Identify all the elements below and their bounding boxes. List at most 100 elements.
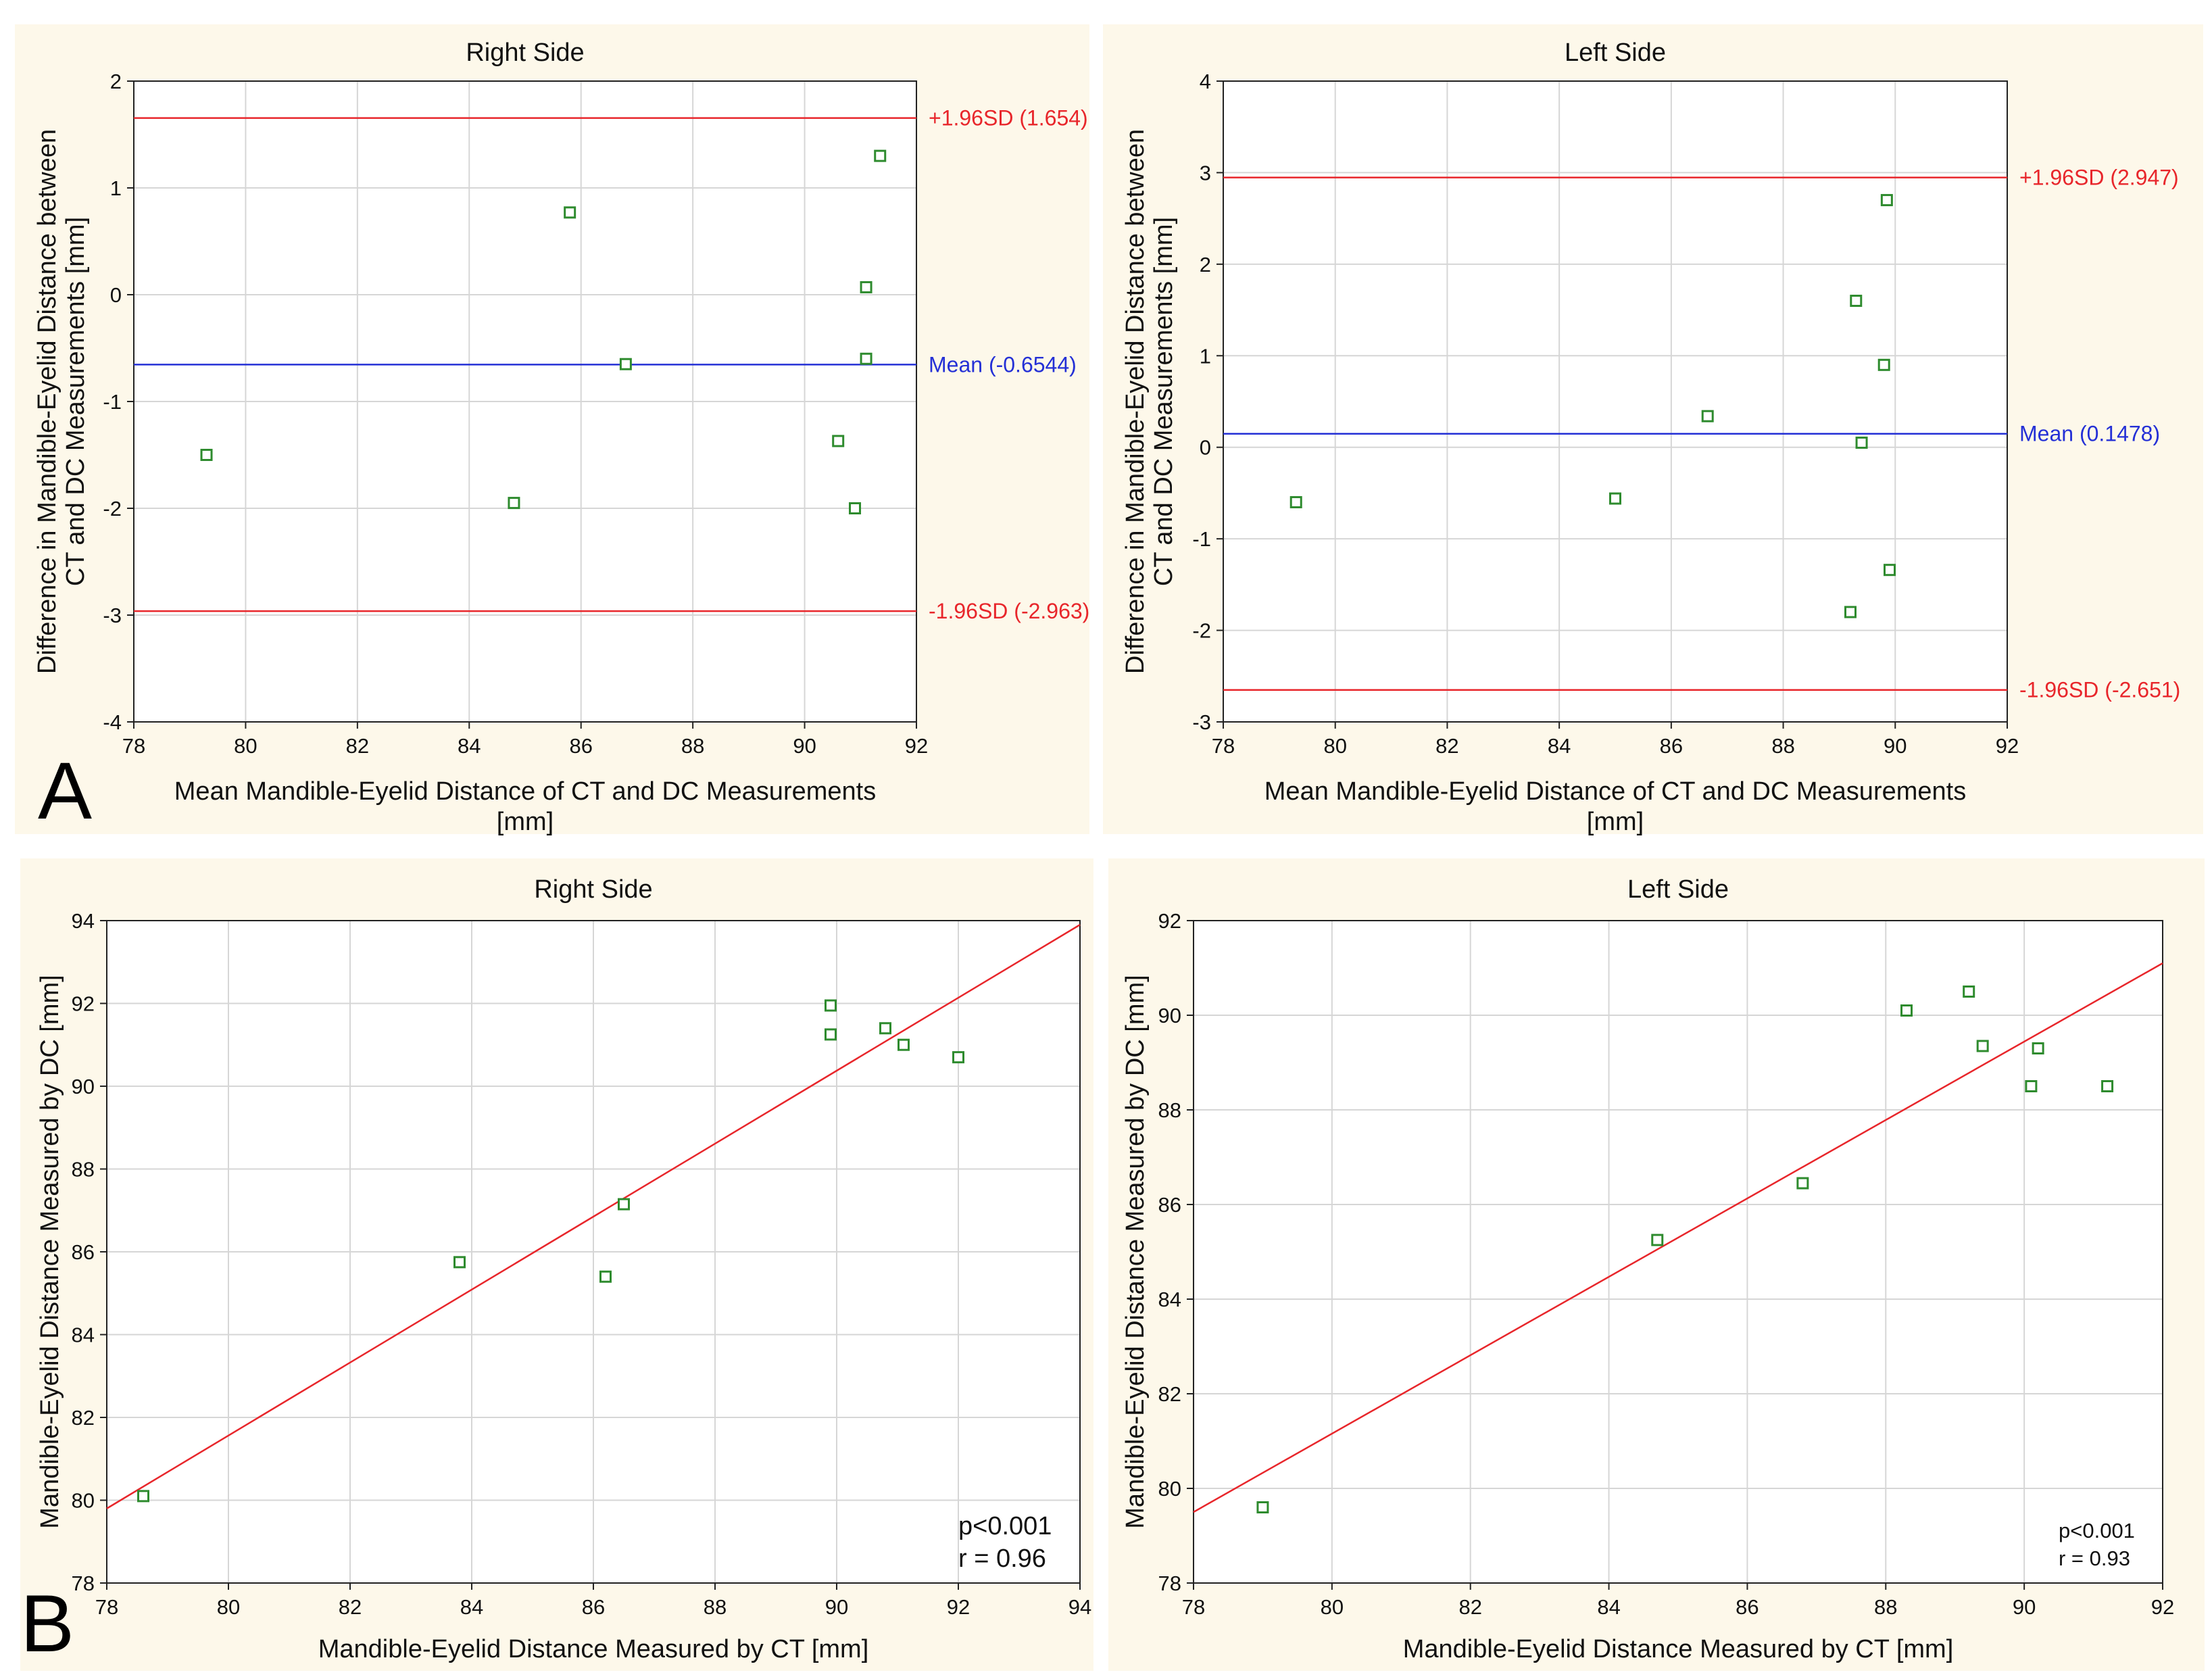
x-tick-label: 80 bbox=[234, 734, 257, 758]
x-tick-label: 88 bbox=[1771, 734, 1794, 758]
y-tick-label: 2 bbox=[1200, 253, 1211, 276]
x-tick-label: 90 bbox=[1884, 734, 1907, 758]
data-point bbox=[2032, 1042, 2044, 1054]
limit-line-label: +1.96SD (1.654) bbox=[929, 106, 1088, 130]
x-tick-label: 88 bbox=[1874, 1595, 1897, 1619]
y-tick-label: 84 bbox=[1158, 1288, 1181, 1311]
data-point bbox=[2025, 1080, 2038, 1092]
x-tick-label: 78 bbox=[1182, 1595, 1205, 1619]
x-tick-label: 86 bbox=[1736, 1595, 1759, 1619]
data-point bbox=[879, 1022, 891, 1035]
data-point bbox=[849, 502, 862, 514]
y-tick-label: 92 bbox=[1158, 909, 1181, 933]
y-tick-label: -4 bbox=[103, 710, 122, 734]
y-tick-label: 3 bbox=[1200, 161, 1211, 185]
y-tick-label: -1 bbox=[1192, 527, 1211, 551]
x-axis-label: Mandible-Eyelid Distance Measured by CT … bbox=[1403, 1635, 1954, 1663]
chart-title: Left Side bbox=[1565, 39, 1666, 67]
data-point bbox=[825, 999, 837, 1012]
limit-line-label: +1.96SD (2.947) bbox=[2019, 166, 2179, 190]
x-tick-label: 78 bbox=[1212, 734, 1235, 758]
y-tick-label: 86 bbox=[72, 1240, 95, 1264]
x-tick-label: 80 bbox=[1321, 1595, 1344, 1619]
x-tick-label: 82 bbox=[1458, 1595, 1481, 1619]
y-tick-label: 80 bbox=[1158, 1477, 1181, 1501]
x-tick-label: 84 bbox=[458, 734, 481, 758]
y-tick-label: 1 bbox=[110, 176, 122, 200]
r-value-label: r = 0.96 bbox=[958, 1544, 1046, 1573]
data-point bbox=[1884, 564, 1896, 577]
y-tick-label: 1 bbox=[1200, 344, 1211, 368]
y-tick-label: 82 bbox=[1158, 1382, 1181, 1406]
x-tick-label: 82 bbox=[1435, 734, 1458, 758]
data-point bbox=[1609, 492, 1621, 505]
chart-b-right-correlation: 78 80 82 84 86 88 90 92 94 78 80 82 84 86 88 90 92 94 Righ… bbox=[36, 875, 1091, 1663]
data-point bbox=[1963, 986, 1975, 998]
y-tick-label: 78 bbox=[1158, 1572, 1181, 1595]
plot-frame bbox=[1193, 920, 2163, 1584]
y-axis-label: Difference in Mandible-Eyelid Distance b… bbox=[33, 129, 62, 674]
y-tick-label: 94 bbox=[72, 909, 95, 933]
x-axis-label: Mean Mandible-Eyelid Distance of CT and … bbox=[1264, 777, 1966, 806]
data-point bbox=[1880, 194, 1893, 207]
x-tick-label: 90 bbox=[793, 734, 816, 758]
plot-area bbox=[1223, 81, 2007, 722]
p-value-label: p<0.001 bbox=[958, 1512, 1052, 1540]
x-tick-label: 92 bbox=[1996, 734, 2019, 758]
x-axis-label: Mean Mandible-Eyelid Distance of CT and … bbox=[174, 777, 876, 806]
x-axis-label: Mandible-Eyelid Distance Measured by CT … bbox=[318, 1635, 869, 1663]
y-tick-label: 88 bbox=[1158, 1098, 1181, 1122]
y-tick-label: 0 bbox=[110, 283, 122, 307]
data-point bbox=[952, 1051, 964, 1064]
data-point bbox=[832, 435, 845, 447]
data-point bbox=[453, 1256, 466, 1269]
x-tick-label: 90 bbox=[2013, 1595, 2036, 1619]
x-tick-label: 86 bbox=[569, 734, 592, 758]
chart-title: Right Side bbox=[534, 875, 652, 904]
data-point bbox=[1855, 436, 1868, 449]
x-tick-label: 80 bbox=[217, 1595, 240, 1619]
x-tick-label: 78 bbox=[95, 1595, 118, 1619]
p-value-label: p<0.001 bbox=[2059, 1519, 2135, 1542]
y-tick-label: 88 bbox=[72, 1158, 95, 1182]
plot-area bbox=[1194, 921, 2163, 1583]
data-point bbox=[1796, 1177, 1809, 1190]
y-axis-label: Mandible-Eyelid Distance Measured by DC … bbox=[36, 975, 64, 1528]
data-point bbox=[1256, 1501, 1269, 1513]
data-point bbox=[1651, 1234, 1664, 1246]
data-point bbox=[898, 1038, 910, 1051]
y-tick-label: 86 bbox=[1158, 1193, 1181, 1217]
data-point bbox=[874, 149, 887, 162]
regression-line bbox=[106, 924, 1081, 1509]
data-point bbox=[564, 206, 576, 219]
x-tick-label: 84 bbox=[1597, 1595, 1620, 1619]
y-axis-label: Difference in Mandible-Eyelid Distance b… bbox=[1121, 129, 1150, 674]
data-point bbox=[1850, 295, 1863, 308]
y-tick-label: 90 bbox=[72, 1075, 95, 1098]
x-tick-label: 82 bbox=[346, 734, 369, 758]
data-point bbox=[1976, 1040, 1989, 1052]
y-tick-label: -3 bbox=[1192, 710, 1211, 734]
y-tick-label: 90 bbox=[1158, 1004, 1181, 1027]
data-point bbox=[1701, 410, 1714, 422]
y-tick-label: -2 bbox=[103, 497, 122, 520]
x-tick-label: 86 bbox=[582, 1595, 605, 1619]
y-tick-label: -3 bbox=[103, 604, 122, 627]
y-tick-label: 92 bbox=[72, 992, 95, 1016]
panel-label-a: A bbox=[38, 746, 93, 836]
y-tick-label: 80 bbox=[72, 1489, 95, 1513]
data-point bbox=[508, 497, 520, 510]
data-point bbox=[1900, 1004, 1913, 1017]
x-tick-label: 80 bbox=[1323, 734, 1346, 758]
x-tick-label: 94 bbox=[1068, 1595, 1091, 1619]
x-tick-label: 84 bbox=[1548, 734, 1571, 758]
y-tick-label: 82 bbox=[72, 1406, 95, 1430]
data-point bbox=[200, 449, 213, 461]
x-tick-label: 82 bbox=[339, 1595, 362, 1619]
data-point bbox=[618, 1198, 630, 1211]
y-tick-label: -2 bbox=[1192, 619, 1211, 643]
panel-label-b: B bbox=[20, 1578, 75, 1669]
data-point bbox=[825, 1028, 837, 1041]
x-tick-label: 92 bbox=[905, 734, 928, 758]
